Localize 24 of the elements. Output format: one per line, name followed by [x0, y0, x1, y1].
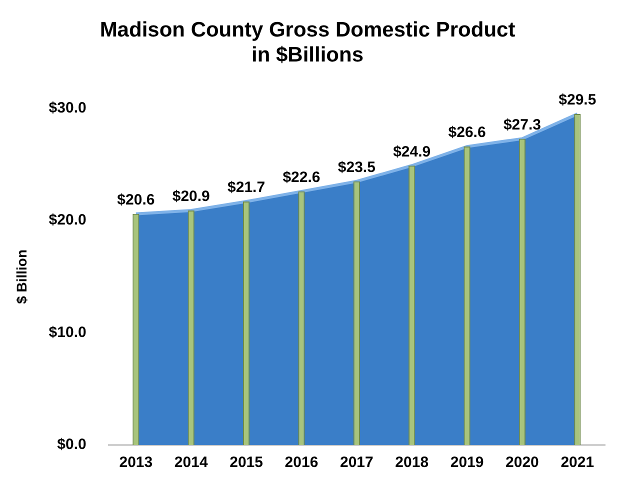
x-tick-label: 2017	[340, 454, 374, 472]
data-label: $20.6	[117, 192, 155, 209]
x-tick-label: 2015	[230, 454, 263, 472]
chart-title: Madison County Gross Domestic Product in $Billions	[100, 18, 516, 67]
data-label: $22.6	[282, 169, 320, 186]
x-tick-label: 2014	[174, 454, 208, 472]
y-tick-label: $10.0	[48, 324, 86, 341]
data-label: $29.5	[558, 92, 596, 109]
y-tick-label: $20.0	[48, 212, 86, 229]
y-axis-title: $ Billion	[13, 249, 30, 304]
x-tick-label: 2021	[560, 454, 594, 472]
x-tick-label: 2019	[450, 454, 484, 472]
x-tick-label: 2018	[395, 454, 429, 472]
data-label: $20.9	[172, 188, 210, 206]
y-tick-label: $30.0	[48, 100, 86, 117]
x-tick-label: 2013	[119, 454, 153, 472]
x-tick-label: 2016	[284, 454, 318, 472]
data-label: $27.3	[503, 116, 541, 134]
x-tick-label: 2020	[506, 454, 539, 472]
data-label: $21.7	[228, 179, 266, 196]
y-tick-label: $0.0	[57, 436, 86, 454]
data-label: $23.5	[338, 158, 376, 176]
data-label: $26.6	[448, 124, 486, 142]
data-label: $24.9	[393, 143, 431, 160]
